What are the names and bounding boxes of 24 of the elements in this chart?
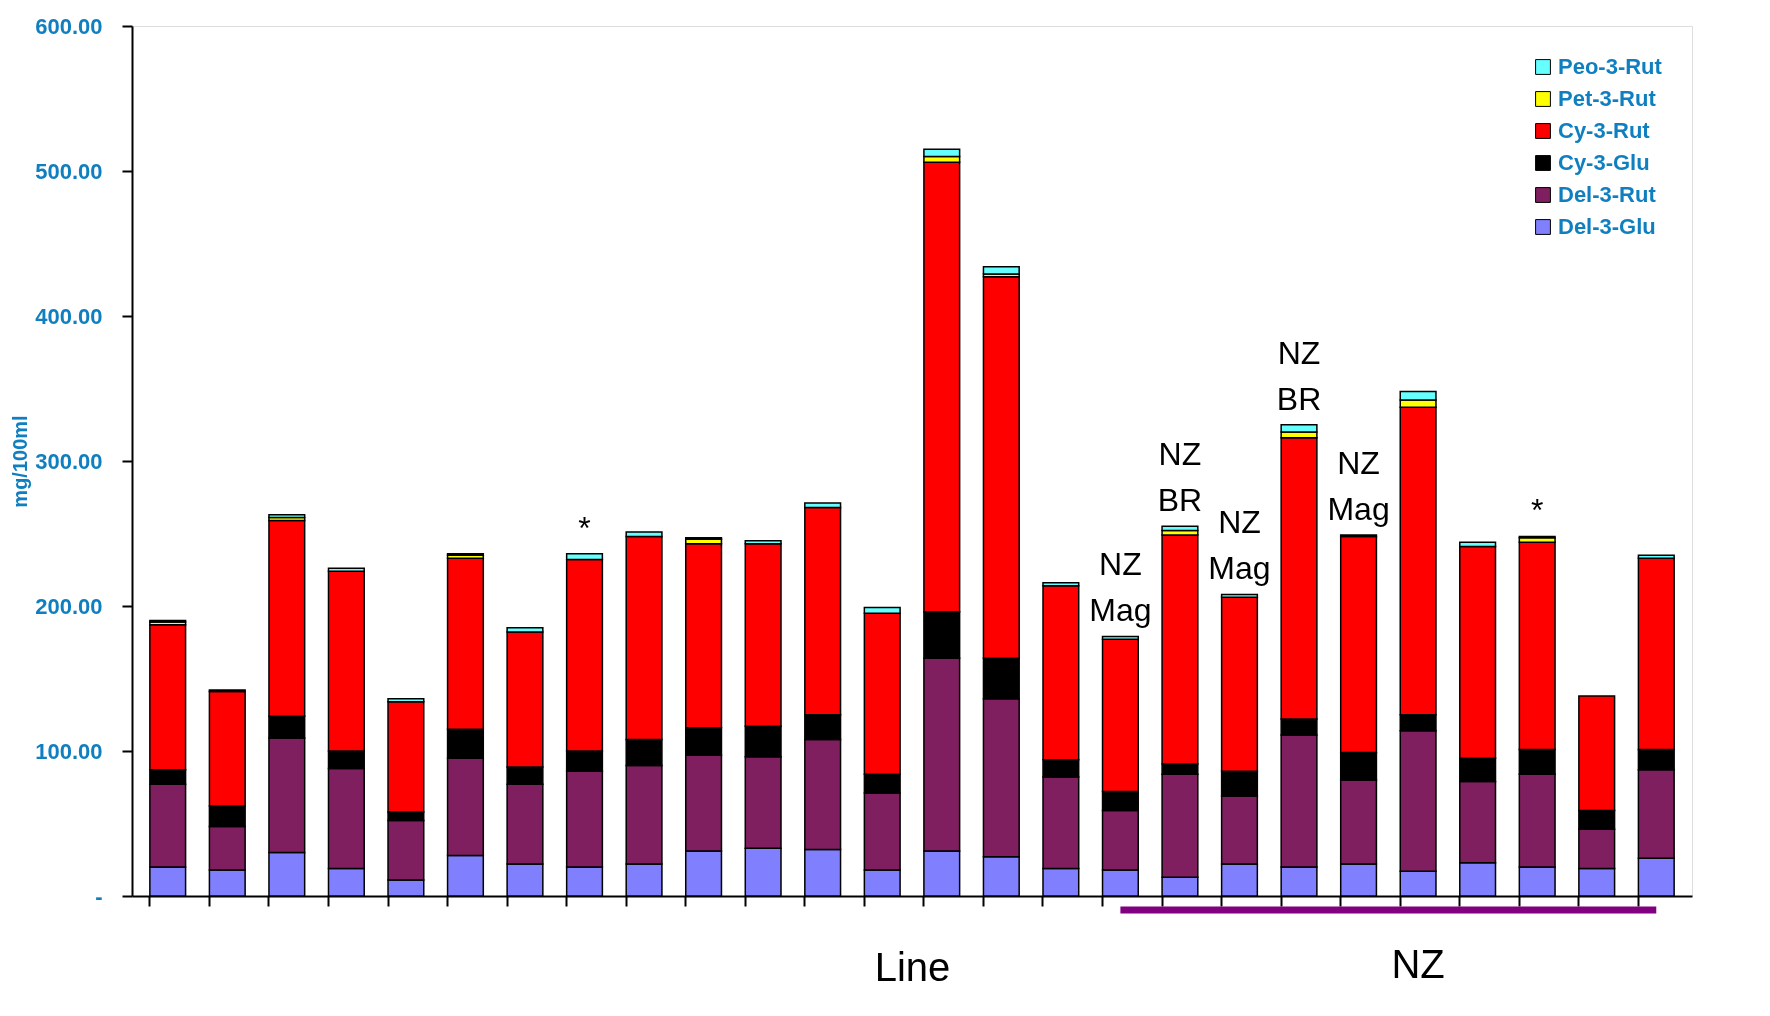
legend-label: Cy-3-Glu [1558,150,1650,175]
annotation: * [578,509,591,546]
legend-label: Peo-3-Rut [1558,54,1663,79]
y-tick-label: 600.00 [35,13,103,39]
legend-label: Pet-3-Rut [1558,86,1657,111]
y-tick-label: 100.00 [35,738,103,764]
legend-label: Cy-3-Rut [1558,118,1651,143]
bar [982,265,1020,275]
annotation: * [1530,492,1544,529]
annotation: NZ BR [1157,436,1203,519]
y-tick-label: 400.00 [35,303,103,329]
legend-label: Del-3-Rut [1558,182,1657,207]
y-tick-label: 500.00 [35,158,103,184]
y-tick-label: - [95,883,103,909]
annotation: NZ Mag [1327,444,1390,527]
y-tick-label: 200.00 [35,593,103,619]
y-tick-label: 300.00 [35,448,103,474]
annotation: NZ Mag [1208,504,1271,587]
annotation: NZ BR [1276,334,1322,417]
annotation: NZ Mag [1089,546,1152,629]
x-axis-title: Line [874,944,951,989]
text: NZ [1391,942,1445,986]
legend-label: Del-3-Glu [1558,214,1656,239]
y-axis-title: mg/100ml [9,415,32,508]
